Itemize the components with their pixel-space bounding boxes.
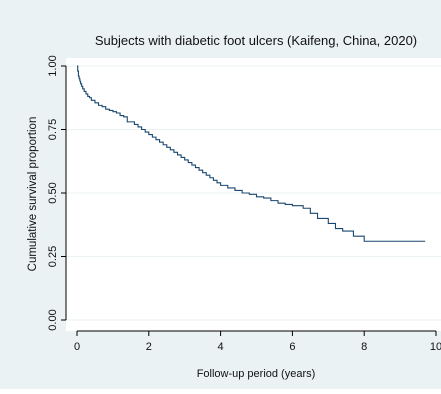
y-tick-label: 0.50	[47, 182, 59, 203]
x-tick-label: 6	[289, 341, 295, 353]
y-tick-label: 0.00	[47, 309, 59, 330]
survival-curve	[77, 65, 426, 242]
x-tick-label: 10	[430, 341, 441, 353]
y-axis-label: Cumulative survival proportion	[27, 117, 39, 272]
gridlines	[66, 65, 441, 321]
axes	[61, 65, 437, 336]
tick-labels: 0.00 0.25 0.50 0.75 1.00 0 2 4 6 8 10	[47, 55, 441, 353]
x-tick-label: 4	[218, 341, 224, 353]
x-tick-label: 8	[361, 341, 367, 353]
chart-title: Subjects with diabetic foot ulcers (Kaif…	[95, 33, 417, 48]
y-tick-label: 0.75	[47, 119, 59, 140]
x-tick-label: 0	[74, 341, 80, 353]
y-tick-label: 1.00	[47, 55, 59, 76]
y-tick-label: 0.25	[47, 246, 59, 267]
x-tick-label: 2	[146, 341, 152, 353]
x-axis-label: Follow-up period (years)	[197, 368, 316, 380]
